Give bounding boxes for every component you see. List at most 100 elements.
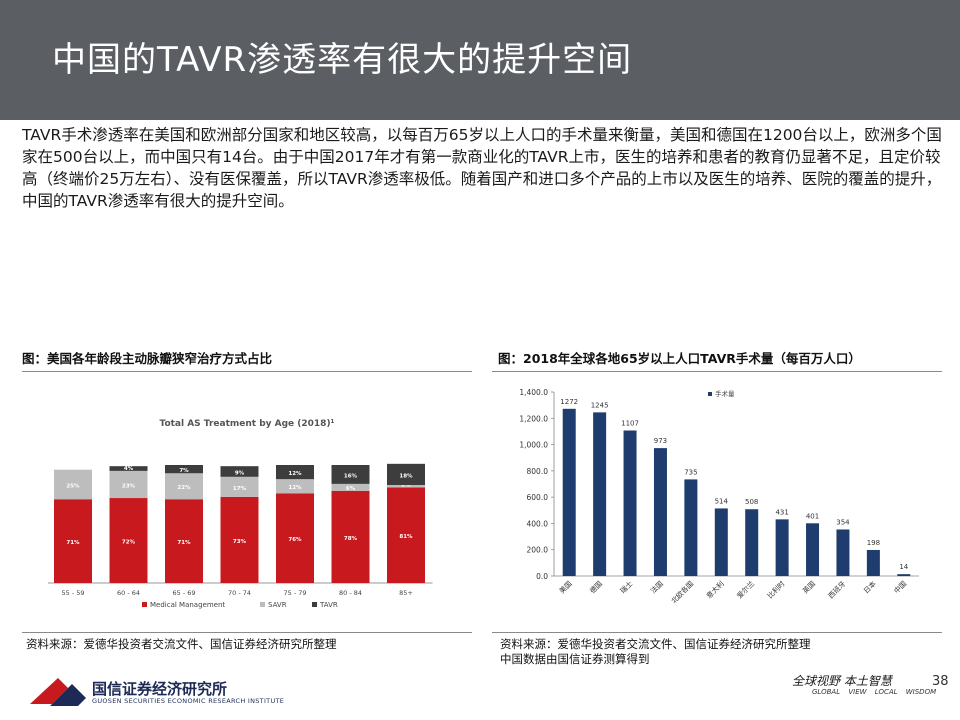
left-bar-label: 12% — [288, 485, 302, 491]
left-bar-label: 2% — [401, 482, 411, 488]
right-y-tick-label: 1,000.0 — [519, 441, 548, 450]
right-bar — [775, 519, 789, 576]
right-caption-divider — [492, 371, 942, 372]
right-legend-label: 手术量 — [715, 389, 735, 398]
right-bar-label: 973 — [654, 437, 667, 445]
right-bar — [806, 523, 820, 576]
left-source-divider — [22, 632, 472, 633]
left-bar-segment — [54, 469, 92, 500]
right-bar — [897, 574, 911, 576]
left-bar-label: 7% — [179, 468, 189, 474]
org-sub: GUOSEN SECURITIES ECONOMIC RESEARCH INST… — [92, 697, 285, 705]
left-source: 资料来源：爱德华投资者交流文件、国信证券经济研究所整理 — [26, 637, 337, 651]
left-bar-label: 12% — [288, 471, 302, 477]
left-bar-segment — [109, 470, 148, 499]
right-chart-caption: 图：2018年全球各地65岁以上人口TAVR手术量（每百万人口） — [498, 351, 861, 366]
left-bar-label: 23% — [122, 483, 136, 489]
right-y-tick-label: 1,400.0 — [519, 388, 548, 397]
left-bar-segment — [331, 490, 370, 583]
left-legend-label: Medical Management — [150, 601, 225, 609]
age-treatment-chart: Total AS Treatment by Age (2018)¹ 71% 25% 5… — [22, 376, 472, 630]
left-bar-segment — [276, 465, 314, 480]
right-bar-label: 198 — [867, 539, 880, 547]
left-bar-label: 71% — [66, 540, 80, 546]
right-bar-label: 514 — [715, 497, 729, 505]
left-bar-segment — [331, 483, 370, 491]
left-legend-swatch — [312, 602, 317, 607]
right-y-tick-label: 200.0 — [527, 546, 549, 555]
right-bar-label: 508 — [745, 498, 758, 506]
right-bar — [684, 479, 698, 576]
right-bar — [623, 430, 637, 576]
left-x-tick-label: 70 - 74 — [228, 589, 251, 597]
right-bar — [836, 529, 850, 576]
left-bar-segment — [54, 499, 92, 583]
left-bar-label: 72% — [122, 540, 136, 546]
left-bar-segment — [387, 485, 425, 488]
left-bar-label: 17% — [233, 486, 247, 492]
right-bar-label: 14 — [899, 563, 908, 571]
left-bar-label: 4% — [124, 466, 134, 472]
left-bar-label: 18% — [399, 473, 413, 479]
left-bar-segment — [220, 476, 259, 497]
right-source: 资料来源：爱德华投资者交流文件、国信证券经济研究所整理 中国数据由国信证券测算得… — [500, 637, 811, 667]
left-bar-label: 16% — [344, 473, 358, 479]
left-bar-segment — [387, 463, 425, 486]
slogan: 全球视野 本土智慧 — [792, 674, 892, 688]
left-x-tick-label: 80 - 84 — [339, 589, 362, 597]
right-legend-swatch — [708, 392, 712, 396]
left-bar-segment — [165, 465, 203, 474]
right-bar-label: 1107 — [621, 420, 639, 428]
left-bar-segment — [109, 498, 148, 583]
right-bar — [653, 448, 667, 576]
left-bar-segment — [276, 493, 314, 583]
left-bar-label: 22% — [177, 485, 191, 491]
intro-paragraph: TAVR手术渗透率在美国和欧洲部分国家和地区较高，以每百万65岁以上人口的手术量… — [22, 126, 942, 210]
slogan-en: GLOBAL VIEW LOCAL WISDOM — [812, 688, 937, 696]
slide-title: 中国的TAVR渗透率有很大的提升空间 — [52, 40, 633, 80]
left-bar-segment — [220, 466, 259, 477]
right-y-tick-label: 1,200.0 — [519, 414, 548, 423]
left-x-tick-label: 55 - 59 — [61, 589, 84, 597]
left-bar-segment — [165, 473, 203, 500]
right-bar-label: 401 — [806, 512, 819, 520]
left-x-tick-label: 75 - 79 — [283, 589, 306, 597]
right-bar — [714, 508, 728, 576]
right-y-tick-label: 600.0 — [527, 493, 549, 502]
left-bar-segment — [331, 465, 370, 484]
left-x-tick-label: 65 - 69 — [172, 589, 195, 597]
left-bar-segment — [387, 487, 425, 583]
right-bar — [593, 412, 607, 576]
right-source-divider — [492, 632, 942, 633]
left-bar-label: 81% — [399, 534, 413, 540]
right-bar-label: 1245 — [591, 401, 609, 409]
right-y-tick-label: 0.0 — [536, 572, 548, 581]
left-legend-label: SAVR — [268, 601, 287, 609]
left-bar-label: 71% — [177, 540, 191, 546]
tavr-volume-chart: 0.0 200.0 400.0 600.0 800.0 1,000.0 1,200.0 1,4… — [492, 376, 942, 630]
left-chart-title: Total AS Treatment by Age (2018)¹ — [160, 419, 335, 429]
left-bar-segment — [220, 496, 259, 583]
left-caption-divider — [22, 371, 472, 372]
title-bar: 中国的TAVR渗透率有很大的提升空间 — [0, 0, 960, 120]
left-bar-label: 9% — [235, 470, 245, 476]
left-bar-segment — [109, 466, 148, 471]
org-name: 国信证券经济研究所 — [92, 680, 228, 698]
left-bar-segment — [165, 499, 203, 583]
right-bar-label: 735 — [684, 468, 697, 476]
left-bar-label: 76% — [288, 537, 302, 543]
left-legend-swatch — [260, 602, 265, 607]
guosen-logo-icon — [30, 678, 86, 706]
right-source-line-2: 中国数据由国信证券测算得到 — [500, 652, 650, 666]
left-bar-label: 78% — [344, 536, 358, 542]
right-y-tick-label: 400.0 — [527, 519, 549, 528]
left-legend-swatch — [142, 602, 147, 607]
right-bar-label: 431 — [775, 508, 788, 516]
left-bar-segment — [276, 479, 314, 494]
right-source-line-1: 资料来源：爱德华投资者交流文件、国信证券经济研究所整理 — [500, 637, 811, 651]
left-x-tick-label: 60 - 64 — [117, 589, 140, 597]
left-x-tick-label: 85+ — [399, 589, 413, 597]
left-bar-label: 73% — [233, 539, 247, 545]
right-bar — [866, 549, 880, 576]
right-bar — [745, 509, 759, 576]
